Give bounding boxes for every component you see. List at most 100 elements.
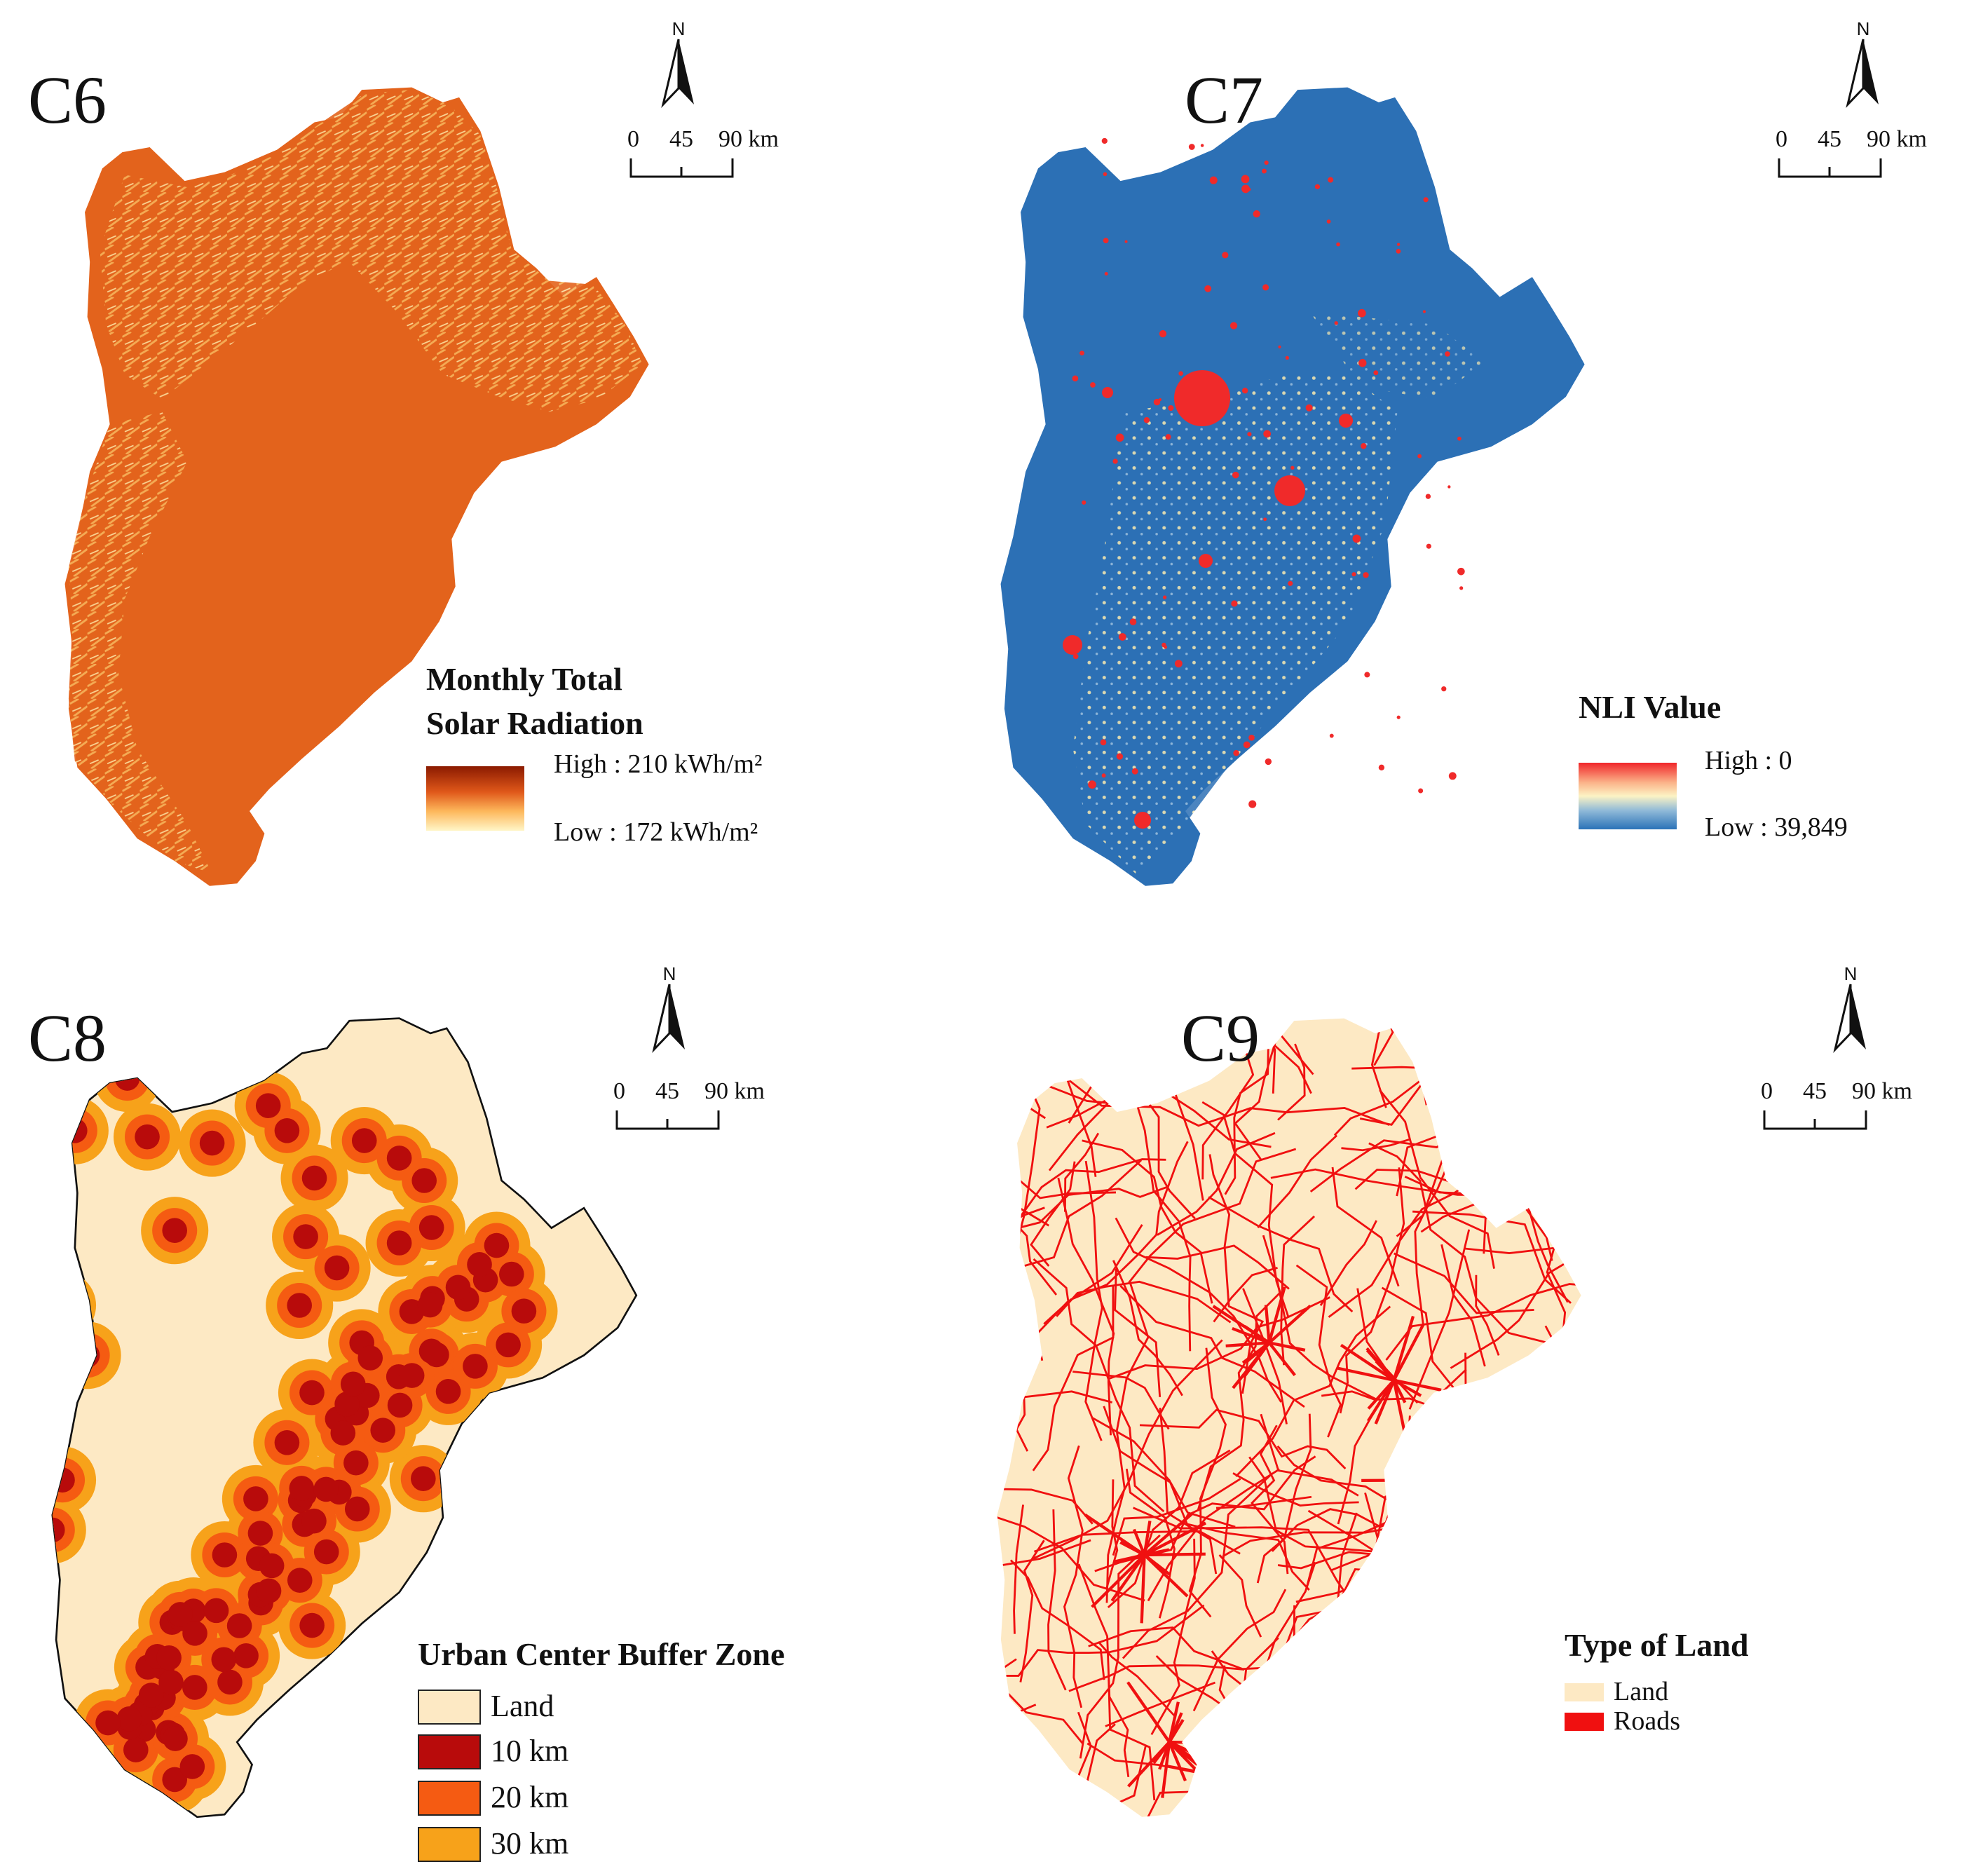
scale-bar-line <box>629 158 734 178</box>
buffer-circle <box>301 1165 327 1191</box>
buffer-circle <box>411 1466 436 1492</box>
road-line <box>1410 1625 1546 1647</box>
buffer-circle <box>123 1737 149 1762</box>
buffer-circle <box>344 1496 370 1522</box>
city-light <box>1174 660 1183 668</box>
road-line <box>1502 1409 1581 1446</box>
city-light <box>1314 184 1321 189</box>
road-line <box>1407 1415 1433 1530</box>
road-line <box>1567 1803 1581 1817</box>
buffer-circle <box>52 1108 97 1153</box>
city-light <box>1168 405 1174 412</box>
city-light <box>1364 672 1370 678</box>
road-line <box>1168 1719 1185 1744</box>
buffer-circle <box>386 1146 412 1171</box>
city-light <box>1174 370 1230 426</box>
road-line <box>1161 1741 1171 1798</box>
road-line <box>1068 1664 1245 1692</box>
legend-swatch-land <box>418 1690 481 1725</box>
road-line <box>1430 1479 1471 1530</box>
road-line <box>1143 1554 1189 1598</box>
buffer-circle <box>158 1669 184 1695</box>
buffer-circle <box>163 1726 188 1751</box>
road-line <box>1574 1722 1581 1817</box>
city-light <box>1262 284 1269 291</box>
road-line <box>1197 1291 1281 1511</box>
city-light <box>1222 252 1229 259</box>
road-line <box>1394 1378 1442 1392</box>
city-light <box>1103 172 1108 177</box>
legend-swatch-10km <box>418 1734 481 1769</box>
road-line <box>1262 1235 1377 1401</box>
buffer-circle <box>135 1124 160 1150</box>
city-light <box>1263 517 1267 522</box>
road-line <box>1466 1418 1551 1539</box>
road-line <box>1213 1267 1278 1323</box>
road-line <box>1143 1513 1193 1556</box>
buffer-circle <box>179 1754 205 1779</box>
city-light <box>1253 210 1260 218</box>
city-light <box>1248 734 1255 741</box>
buffer-circle <box>233 1643 259 1668</box>
road-line <box>1264 1305 1271 1343</box>
road-line <box>1429 1452 1435 1481</box>
buffer-circle <box>357 1345 383 1371</box>
road-line <box>1429 1479 1450 1541</box>
city-light <box>1358 308 1366 318</box>
road-line <box>1337 1407 1377 1525</box>
panel-label-c8: C8 <box>28 1000 107 1075</box>
north-arrow: N <box>1842 20 1884 111</box>
buffer-circle <box>182 1675 207 1700</box>
panel-label-c6: C6 <box>28 62 107 137</box>
road-line <box>1504 1018 1555 1120</box>
city-light <box>1457 567 1465 576</box>
road-line <box>1128 1148 1297 1284</box>
buffer-circle <box>274 1430 300 1455</box>
north-label: N <box>1856 18 1870 39</box>
city-light <box>1290 465 1295 470</box>
road-line <box>1436 1565 1581 1590</box>
road-line <box>1152 1018 1176 1038</box>
buffer-circle <box>256 1578 282 1604</box>
road-line <box>997 1018 1037 1058</box>
road-line <box>1143 1521 1152 1556</box>
city-light <box>1426 543 1431 549</box>
road-line <box>1168 1701 1180 1743</box>
legend-label-roads: Roads <box>1614 1706 1680 1736</box>
road-line <box>1475 1275 1500 1356</box>
road-line <box>1379 1089 1495 1269</box>
road-line <box>1452 1500 1554 1710</box>
scale-bar: 0 45 90 km <box>1761 1078 1912 1134</box>
road-line <box>1112 1553 1145 1564</box>
legend-title-line2: Solar Radiation <box>426 705 643 741</box>
legend-title: Urban Center Buffer Zone <box>418 1636 785 1672</box>
road-line <box>1295 1705 1419 1817</box>
road-line <box>1193 1744 1372 1779</box>
scale-bar: 0 45 90 km <box>1776 126 1927 182</box>
buffer-circle <box>287 1568 313 1593</box>
city-light <box>1378 764 1385 770</box>
road-line <box>1007 1159 1143 1272</box>
city-light <box>1422 310 1426 313</box>
road-line <box>1072 1371 1170 1430</box>
city-light <box>1231 600 1238 607</box>
road-line <box>1242 1288 1288 1425</box>
road-line <box>1392 1322 1426 1381</box>
road-line <box>1260 1413 1359 1497</box>
road-line <box>1431 1459 1490 1482</box>
city-light <box>1441 686 1447 692</box>
panel-label-c9: C9 <box>1181 1000 1260 1075</box>
scale-tick-45: 45 <box>1818 126 1841 152</box>
road-line <box>1392 1315 1415 1381</box>
city-light <box>1233 749 1239 756</box>
buffer-circle <box>274 1118 300 1143</box>
road-line <box>1091 1554 1146 1608</box>
road-line <box>1097 1640 1176 1717</box>
road-line <box>1218 1554 1262 1638</box>
city-light <box>1072 653 1079 660</box>
buffer-circle <box>255 1093 281 1118</box>
road-line <box>1140 1554 1146 1624</box>
road-line <box>1253 1657 1365 1774</box>
buffer-circle <box>467 1252 492 1277</box>
north-arrow: N <box>648 965 690 1056</box>
